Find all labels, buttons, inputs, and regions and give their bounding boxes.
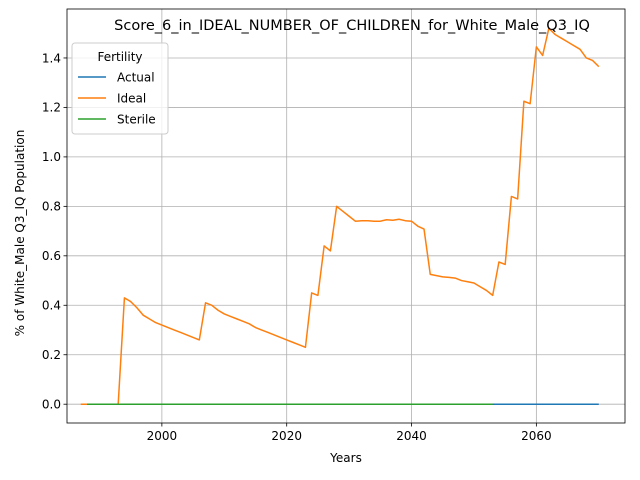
x-tick-label: 2060 bbox=[521, 429, 552, 443]
y-tick-label: 0.0 bbox=[42, 398, 61, 412]
legend-label-sterile: Sterile bbox=[117, 112, 156, 126]
y-tick-label: 1.0 bbox=[42, 150, 61, 164]
series-lines bbox=[80, 27, 600, 405]
y-tick-label: 1.2 bbox=[42, 101, 61, 115]
y-tick-label: 1.4 bbox=[42, 51, 61, 65]
grid bbox=[67, 9, 625, 423]
legend-box bbox=[71, 42, 169, 135]
y-tick-label: 0.8 bbox=[42, 200, 61, 214]
chart-title: Score_6_in_IDEAL_NUMBER_OF_CHILDREN_for_… bbox=[114, 18, 590, 34]
x-tick-label: 2040 bbox=[396, 429, 427, 443]
y-tick-label: 0.4 bbox=[42, 299, 61, 313]
x-tick-label: 2020 bbox=[271, 429, 302, 443]
legend-entries: Actual Ideal Sterile bbox=[78, 70, 156, 126]
y-tick-label: 0.2 bbox=[42, 348, 61, 362]
series-line-ideal bbox=[80, 27, 600, 405]
axes-frame bbox=[66, 8, 626, 424]
legend-title: Fertility bbox=[97, 50, 142, 64]
x-tick-label: 2000 bbox=[147, 429, 178, 443]
legend-label-ideal: Ideal bbox=[117, 91, 146, 105]
legend-label-actual: Actual bbox=[117, 70, 155, 84]
legend: Fertility Actual Ideal Sterile bbox=[71, 42, 169, 135]
x-axis-label: Years bbox=[329, 451, 362, 465]
y-tick-label: 0.6 bbox=[42, 249, 61, 263]
axis-ticks: 2000 2020 2040 2060 0.0 0.2 0.4 0.6 0.8 1.0 1.2 1.4 bbox=[42, 51, 552, 443]
y-axis-label: % of White_Male Q3_IQ Population bbox=[13, 130, 27, 337]
